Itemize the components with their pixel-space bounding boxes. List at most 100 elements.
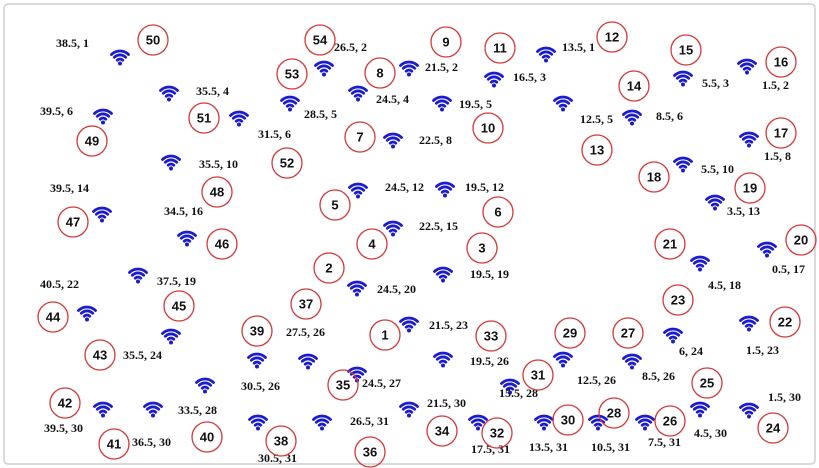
ap-label: 35.5, 24 (123, 348, 162, 362)
node-circle (206, 228, 238, 260)
ap-label: 4.5, 18 (708, 278, 741, 292)
node-label: 51 (197, 111, 211, 126)
node-circle (49, 387, 81, 419)
ap-label: 19.5, 19 (470, 267, 509, 281)
ap-label: 30.5, 26 (241, 379, 280, 393)
node-circle (734, 172, 766, 204)
node-label: 40 (200, 430, 214, 445)
node-label: 12 (605, 30, 619, 45)
node-circle (552, 404, 584, 436)
ap-label: 37.5, 19 (157, 274, 196, 288)
node-circle (364, 57, 396, 89)
node-circle (765, 46, 797, 78)
ap-label: 16.5, 3 (513, 70, 546, 84)
ap-label: 24.5, 4 (376, 92, 409, 106)
node-label: 13 (590, 143, 604, 158)
ap-label: 12.5, 26 (577, 373, 616, 387)
ap-label: 1.5, 2 (762, 78, 789, 92)
node-circle (654, 228, 686, 260)
ap-label: 13.5, 31 (529, 440, 568, 454)
ap-label: 39.5, 30 (44, 421, 83, 435)
ap-label: 33.5, 28 (178, 403, 217, 417)
ap-label: 24.5, 12 (385, 180, 424, 194)
node-label: 54 (313, 33, 328, 48)
ap-label: 1.5, 8 (764, 149, 791, 163)
node-label: 41 (107, 437, 121, 452)
node-circle (327, 369, 359, 401)
node-circle (618, 70, 650, 102)
node-label: 5 (331, 198, 338, 213)
ap-label: 12.5, 5 (580, 112, 613, 126)
node-label: 18 (647, 170, 661, 185)
node-circle (201, 176, 233, 208)
node-label: 1 (381, 328, 388, 343)
node-circle (191, 421, 223, 453)
node-label: 10 (481, 121, 495, 136)
node-circle (84, 339, 116, 371)
node-label: 27 (621, 326, 635, 341)
ap-label: 35.5, 10 (199, 157, 238, 171)
node-circle (426, 415, 458, 447)
node-label: 19 (743, 181, 757, 196)
node-label: 7 (356, 130, 363, 145)
node-label: 37 (299, 297, 313, 312)
node-circle (188, 102, 220, 134)
ap-label: 19.5, 26 (470, 354, 509, 368)
node-label: 49 (85, 134, 99, 149)
node-label: 25 (700, 376, 714, 391)
node-circle (581, 134, 613, 166)
node-circle (98, 428, 130, 460)
node-label: 21 (663, 237, 677, 252)
node-label: 24 (766, 421, 781, 436)
node-circle (475, 320, 507, 352)
node-circle (670, 34, 702, 66)
node-label: 30 (561, 413, 575, 428)
ap-label: 19.5, 12 (465, 180, 504, 194)
node-label: 39 (250, 324, 264, 339)
node-circle (596, 21, 628, 53)
ap-label: 19.5, 5 (459, 97, 492, 111)
node-label: 29 (563, 326, 577, 341)
ap-label: 3.5, 13 (727, 204, 760, 218)
ap-label: 39.5, 6 (40, 104, 73, 118)
ap-label: 39.5, 14 (50, 181, 89, 195)
ap-label: 0.5, 17 (772, 262, 805, 276)
node-label: 44 (46, 310, 61, 325)
node-label: 47 (66, 215, 80, 230)
node-label: 22 (778, 315, 792, 330)
node-label: 26 (663, 414, 677, 429)
node-circle (163, 290, 195, 322)
node-circle (241, 315, 273, 347)
node-circle (612, 317, 644, 349)
ap-label: 4.5, 30 (694, 426, 727, 440)
node-circle (484, 32, 516, 64)
node-label: 38 (274, 434, 288, 449)
node-circle (265, 425, 297, 457)
node-circle (354, 436, 386, 468)
node-label: 45 (172, 299, 186, 314)
node-circle (662, 284, 694, 316)
node-label: 4 (368, 237, 376, 252)
ap-label: 22.5, 8 (419, 133, 452, 147)
node-circle (304, 24, 336, 56)
node-label: 2 (325, 261, 332, 276)
node-circle (37, 301, 69, 333)
node-label: 15 (679, 43, 693, 58)
node-label: 20 (794, 233, 808, 248)
node-label: 34 (435, 424, 450, 439)
node-circle (654, 405, 686, 437)
node-circle (765, 117, 797, 149)
ap-label: 5.5, 10 (701, 162, 734, 176)
ap-label: 1.5, 23 (746, 343, 779, 357)
ap-label: 7.5, 31 (648, 435, 681, 449)
node-label: 3 (478, 241, 485, 256)
node-label: 31 (531, 368, 545, 383)
node-label: 11 (493, 41, 507, 56)
node-circle (554, 317, 586, 349)
ap-label: 5.5, 3 (702, 76, 729, 90)
node-circle (638, 161, 670, 193)
ap-label: 21.5, 23 (429, 318, 468, 332)
ap-label: 38.5, 1 (56, 36, 89, 50)
node-circle (598, 397, 630, 429)
ap-label: 27.5, 26 (286, 325, 325, 339)
